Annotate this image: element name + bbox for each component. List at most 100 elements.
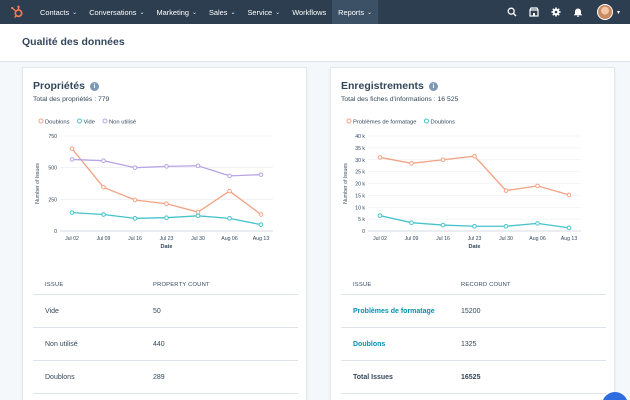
data-point [258, 172, 264, 177]
table-row: Non utilisé 440 [33, 328, 298, 361]
chevron-down-icon[interactable]: ▾ [616, 9, 620, 16]
data-point [227, 216, 232, 221]
chevron-down-icon: ⌄ [72, 9, 78, 16]
card-title-text: Enregistrements [341, 80, 424, 92]
y-tick-label: 500 [48, 166, 57, 172]
legend-label: Vide [84, 119, 96, 125]
legend-label: Doublons [430, 119, 455, 125]
y-tick-label: 0 [362, 229, 365, 235]
data-point [440, 157, 446, 163]
x-tick-label: Jul 23 [160, 236, 174, 242]
count-cell: 1325 [461, 340, 477, 348]
nav-item-service[interactable]: Service ⌄ [242, 0, 287, 24]
issue-link-formatting[interactable]: Problèmes de formatage [353, 307, 435, 315]
y-tick-label: 30 k [355, 158, 365, 164]
data-point [409, 220, 414, 225]
data-point [535, 221, 540, 226]
marketplace-icon[interactable] [523, 0, 545, 24]
y-tick-label: 35 k [355, 146, 365, 152]
notifications-icon[interactable] [567, 0, 589, 24]
data-point [195, 163, 201, 169]
x-axis-title: Date [469, 244, 481, 250]
data-point [69, 146, 75, 151]
issue-cell: Doublons [45, 373, 75, 381]
nav-item-reports[interactable]: Reports ⌄ [332, 0, 379, 24]
total-issues-count: 16525 [461, 373, 481, 381]
page-header: Qualité des données [0, 24, 630, 62]
x-tick-label: Jul 16 [436, 236, 450, 242]
legend-marker [38, 118, 44, 124]
total-issues-label: Total Issues [353, 373, 393, 381]
count-cell: 440 [153, 340, 165, 348]
search-icon[interactable] [501, 0, 523, 24]
card-title: Propriétés i [33, 80, 99, 92]
chevron-down-icon: ⌄ [230, 9, 236, 16]
card-subtitle: Total des fiches d'informations : 16 525 [341, 96, 459, 103]
data-point [440, 222, 446, 228]
column-header-issue: ISSUE [45, 281, 64, 288]
nav-item-marketing[interactable]: Marketing ⌄ [150, 0, 202, 24]
x-tick-label: Aug 13 [253, 236, 270, 242]
data-point [195, 209, 201, 215]
data-point [227, 173, 232, 179]
card-subtitle: Total des propriétés : 779 [33, 96, 110, 103]
legend-marker [423, 118, 429, 124]
data-point [164, 215, 169, 220]
chevron-down-icon: ⌄ [191, 9, 197, 16]
legend-marker [102, 118, 108, 124]
issue-cell: Non utilisé [45, 340, 78, 348]
data-point [101, 185, 106, 190]
data-point [409, 161, 414, 166]
nav-item-label: Marketing [156, 7, 189, 17]
x-tick-label: Aug 06 [529, 236, 546, 242]
avatar[interactable] [596, 4, 613, 20]
properties-table: ISSUE PROPERTY COUNT Vide 50 Non utilisé… [33, 275, 298, 394]
data-point [101, 158, 106, 164]
chevron-down-icon: ⌄ [139, 9, 145, 16]
x-tick-label: Jul 09 [405, 236, 419, 242]
table-row: Doublons 1325 [341, 328, 606, 361]
info-icon[interactable]: i [428, 81, 438, 91]
nav-item-workflows[interactable]: Workflows [286, 0, 332, 24]
data-point [566, 225, 572, 231]
y-tick-label: 250 [48, 197, 57, 203]
info-icon[interactable]: i [89, 81, 99, 91]
issue-link-duplicates[interactable]: Doublons [353, 340, 386, 348]
data-point [472, 153, 477, 159]
nav-item-sales[interactable]: Sales ⌄ [203, 0, 242, 24]
legend-label: Doublons [45, 119, 70, 125]
nav-item-contacts[interactable]: Contacts ⌄ [34, 0, 83, 24]
nav-item-conversations[interactable]: Conversations ⌄ [83, 0, 150, 24]
data-point [132, 165, 138, 170]
count-cell: 15200 [461, 307, 481, 315]
x-tick-label: Jul 30 [191, 236, 205, 242]
x-tick-label: Aug 13 [561, 236, 578, 242]
x-tick-label: Jul 23 [468, 236, 482, 242]
x-tick-label: Aug 06 [221, 236, 238, 242]
legend-marker [77, 118, 82, 124]
count-cell: 50 [153, 307, 161, 315]
data-point [472, 223, 477, 229]
properties-line-chart: Doublons Vide Non utilisé 0 250 500 750 Jul 02 J… [35, 118, 273, 250]
data-point [258, 222, 264, 227]
help-chat-button[interactable] [602, 392, 628, 400]
hubspot-logo-icon[interactable] [9, 4, 25, 20]
x-tick-label: Jul 30 [499, 236, 513, 242]
settings-icon[interactable] [545, 0, 567, 24]
y-tick-label: 750 [48, 134, 57, 140]
data-point [227, 188, 232, 194]
y-tick-label: 25 k [355, 170, 365, 176]
records-table: ISSUE RECORD COUNT Problèmes de formatag… [341, 275, 606, 394]
page-title: Qualité des données [22, 36, 125, 48]
column-header-count: PROPERTY COUNT [153, 281, 210, 288]
card-title: Enregistrements i [341, 80, 438, 92]
data-point [258, 212, 264, 217]
data-point [195, 213, 201, 219]
x-axis-title: Date [161, 244, 173, 250]
x-tick-label: Jul 16 [128, 236, 142, 242]
nav-item-label: Workflows [292, 7, 327, 17]
x-tick-label: Jul 09 [97, 236, 111, 242]
y-tick-label: 40 k [355, 134, 365, 140]
y-axis-title: Number of Issues [343, 163, 349, 204]
chevron-down-icon: ⌄ [367, 9, 373, 16]
